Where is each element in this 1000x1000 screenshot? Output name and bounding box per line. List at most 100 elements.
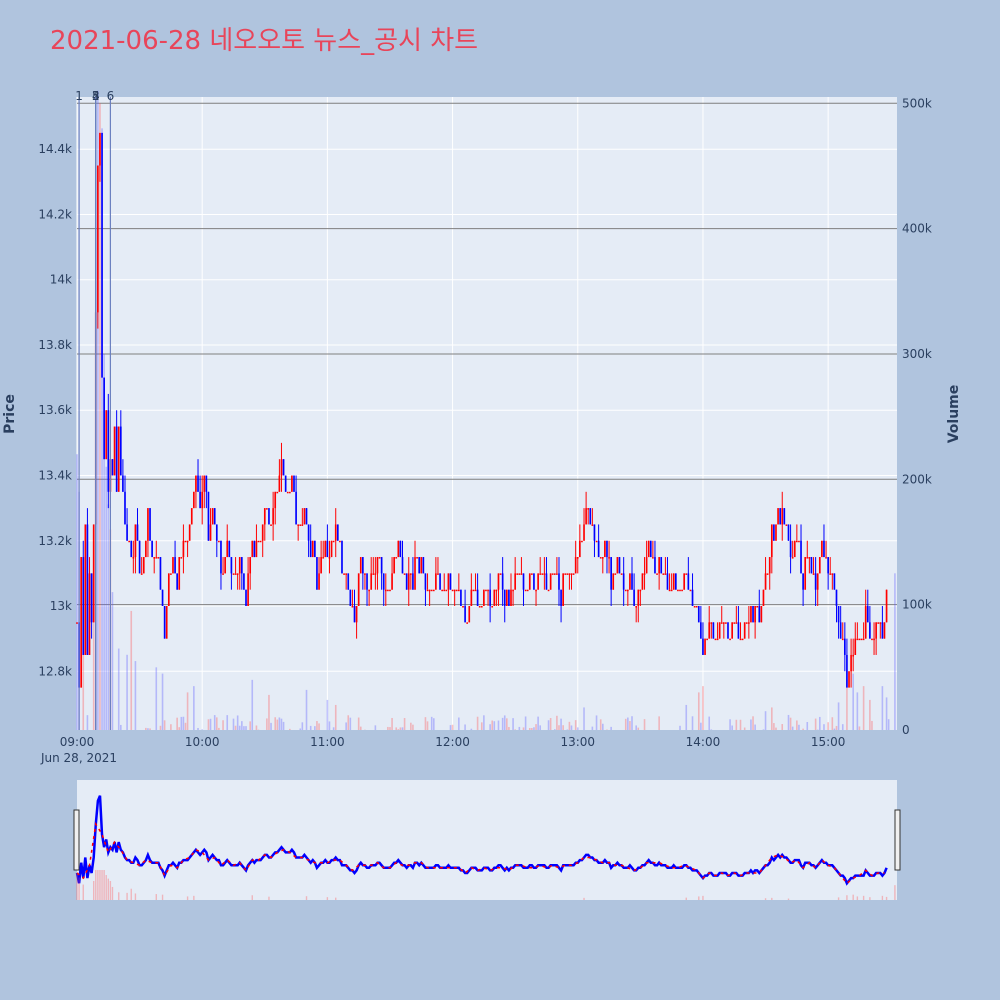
candle-body xyxy=(395,557,398,559)
volume-bar xyxy=(491,720,494,730)
volume-bar xyxy=(708,716,711,730)
range-slider-volume-bar xyxy=(856,896,859,900)
volume-bar xyxy=(266,718,268,730)
candle-body xyxy=(760,606,763,623)
candle-body xyxy=(266,508,268,510)
volume-bar xyxy=(218,727,220,730)
news-marker-label[interactable]: 4 xyxy=(92,89,100,103)
volume-bar xyxy=(679,725,681,730)
news-marker-label[interactable]: 6 xyxy=(107,89,115,103)
candle-body xyxy=(526,589,529,592)
candle-body xyxy=(612,573,615,590)
candle-body xyxy=(656,573,658,575)
y-tick-label: 13k xyxy=(50,599,72,613)
candle-body xyxy=(591,524,594,526)
volume-bar xyxy=(549,718,552,730)
news-marker-label[interactable]: 3 xyxy=(92,89,100,103)
y-axis-title: Price xyxy=(2,394,18,434)
volume-bar xyxy=(245,726,247,730)
volume-bar xyxy=(201,729,203,730)
candle-body xyxy=(347,573,350,590)
volume-bar xyxy=(399,727,402,730)
candle-body xyxy=(745,622,748,624)
x-tick-label: 11:00 xyxy=(310,735,345,749)
range-slider-volume-bar xyxy=(109,880,112,900)
candle-body xyxy=(311,540,314,558)
volume-bar xyxy=(430,716,433,730)
news-marker-label[interactable]: 5 xyxy=(92,89,100,103)
news-marker-label[interactable]: 1 xyxy=(75,89,83,103)
candle-body xyxy=(549,573,552,590)
range-slider-right-handle[interactable] xyxy=(894,809,901,871)
volume-bar xyxy=(213,715,216,730)
volume-bar xyxy=(234,725,237,730)
candle-body xyxy=(295,491,297,525)
candle-body xyxy=(364,573,366,575)
volume-bar xyxy=(464,724,466,730)
range-slider-volume-bar xyxy=(92,880,95,900)
candle-body xyxy=(424,573,427,590)
candle-body xyxy=(399,540,402,558)
volume-bar xyxy=(798,724,800,730)
candle-body xyxy=(787,524,790,541)
volume-bar xyxy=(497,720,500,730)
volume-bar xyxy=(558,725,560,730)
candle-body xyxy=(245,589,247,607)
candle-body xyxy=(764,573,767,590)
volume-bar xyxy=(506,718,508,730)
candle-body xyxy=(831,573,834,575)
candle-body xyxy=(88,573,91,655)
candle-body xyxy=(416,557,418,559)
candle-body xyxy=(599,557,602,559)
candle-body xyxy=(735,622,738,624)
candle-body xyxy=(309,540,312,558)
candle-body xyxy=(241,557,243,574)
y-tick-label: 13.4k xyxy=(38,468,72,482)
candle-body xyxy=(428,589,431,592)
candle-body xyxy=(508,589,510,607)
candle-body xyxy=(833,573,836,590)
candle-body xyxy=(142,557,145,574)
volume-bar xyxy=(729,719,731,730)
candle-body xyxy=(568,573,571,575)
range-slider-volume-bar xyxy=(846,895,848,900)
candle-body xyxy=(741,638,744,641)
axes-layer: 12.8k 13k 13.2k 13.4k 13.6k 13.8k 14k 14.2k 14.4… xyxy=(38,96,932,749)
volume-bar xyxy=(117,648,120,730)
candle-body xyxy=(330,540,333,558)
candle-body xyxy=(261,524,264,541)
candle-body xyxy=(470,589,473,607)
volume-bar xyxy=(539,725,542,730)
candle-body xyxy=(879,622,882,624)
volume-bar xyxy=(278,717,281,730)
candle-body xyxy=(647,540,650,558)
candle-body xyxy=(553,573,556,575)
candle-body xyxy=(272,508,274,525)
candle-body xyxy=(756,606,759,608)
candle-body xyxy=(305,508,308,525)
volume-bar xyxy=(274,717,277,730)
candle-body xyxy=(382,573,385,590)
y2-axis-title: Volume xyxy=(946,385,962,444)
candle-body xyxy=(856,638,859,641)
volume-bar xyxy=(764,711,767,730)
candle-body xyxy=(818,557,821,574)
volume-bar xyxy=(458,717,460,730)
range-slider-volume-bar xyxy=(76,873,78,900)
volume-bar xyxy=(743,727,746,730)
range-slider-background[interactable] xyxy=(77,780,897,900)
y2-tick-label: 200k xyxy=(902,472,932,486)
candle-body xyxy=(393,557,395,574)
range-slider[interactable] xyxy=(73,780,901,900)
candle-body xyxy=(368,589,370,592)
volume-bar xyxy=(345,722,347,730)
candle-body xyxy=(226,540,229,558)
candle-body xyxy=(182,540,185,558)
candle-body xyxy=(339,540,341,543)
candle-body xyxy=(841,638,844,641)
news-marker-label[interactable]: 2 xyxy=(92,89,100,103)
range-slider-left-handle[interactable] xyxy=(73,809,80,871)
y-tick-label: 12.8k xyxy=(38,664,72,678)
candle-body xyxy=(844,638,846,655)
